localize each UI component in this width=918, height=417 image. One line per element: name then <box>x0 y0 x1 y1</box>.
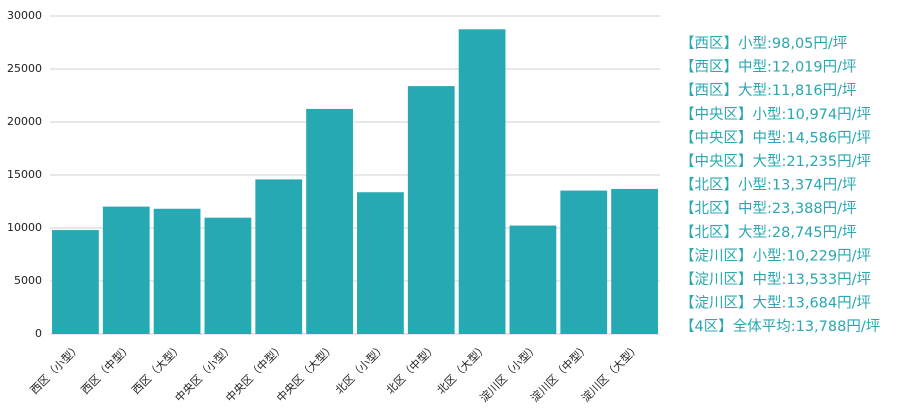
annotation: 【中央区】小型:10,974円/坪 <box>680 106 871 123</box>
annotation: 【淀川区】小型:10,229円/坪 <box>680 247 871 264</box>
annotation: 【西区】大型:11,816円/坪 <box>680 82 857 99</box>
annotation: 【中央区】大型:21,235円/坪 <box>680 153 871 170</box>
annotation: 【北区】大型:28,745円/坪 <box>680 224 857 241</box>
y-tick-label: 0 <box>35 327 42 340</box>
bar <box>102 206 150 334</box>
bar <box>153 208 201 334</box>
x-tick-label: 西区（小型） <box>27 340 84 397</box>
annotation: 【4区】全体平均:13,788円/坪 <box>680 317 880 335</box>
bar <box>255 179 303 334</box>
annotation: 【西区】中型:12,019円/坪 <box>680 59 857 76</box>
bar <box>357 192 404 334</box>
annotation: 【北区】中型:23,388円/坪 <box>680 200 857 217</box>
annotation: 【中央区】中型:14,586円/坪 <box>680 129 871 146</box>
bar <box>458 29 506 334</box>
x-tick-label: 北区（小型） <box>332 340 389 397</box>
bar <box>407 86 455 335</box>
x-tick-label: 北区（中型） <box>383 340 440 397</box>
bar <box>52 230 99 334</box>
bar <box>560 190 608 334</box>
annotation: 【淀川区】中型:13,533円/坪 <box>680 271 871 288</box>
x-tick-label: 北区（大型） <box>434 340 491 397</box>
annotation: 【淀川区】大型:13,684円/坪 <box>680 295 871 312</box>
annotation: 【西区】小型:98,05円/坪 <box>680 35 847 52</box>
y-tick-label: 20000 <box>7 115 42 128</box>
bar <box>306 108 353 334</box>
bar <box>611 188 658 334</box>
annotation: 【北区】小型:13,374円/坪 <box>680 177 857 194</box>
x-tick-label: 西区（中型） <box>78 340 135 397</box>
y-tick-label: 10000 <box>7 221 42 234</box>
bar <box>509 225 557 334</box>
x-tick-label: 西区（大型） <box>129 340 186 397</box>
y-tick-label: 30000 <box>7 9 42 22</box>
bar <box>204 217 252 334</box>
y-tick-label: 15000 <box>7 168 42 181</box>
y-tick-label: 5000 <box>14 274 42 287</box>
y-tick-label: 25000 <box>7 62 42 75</box>
